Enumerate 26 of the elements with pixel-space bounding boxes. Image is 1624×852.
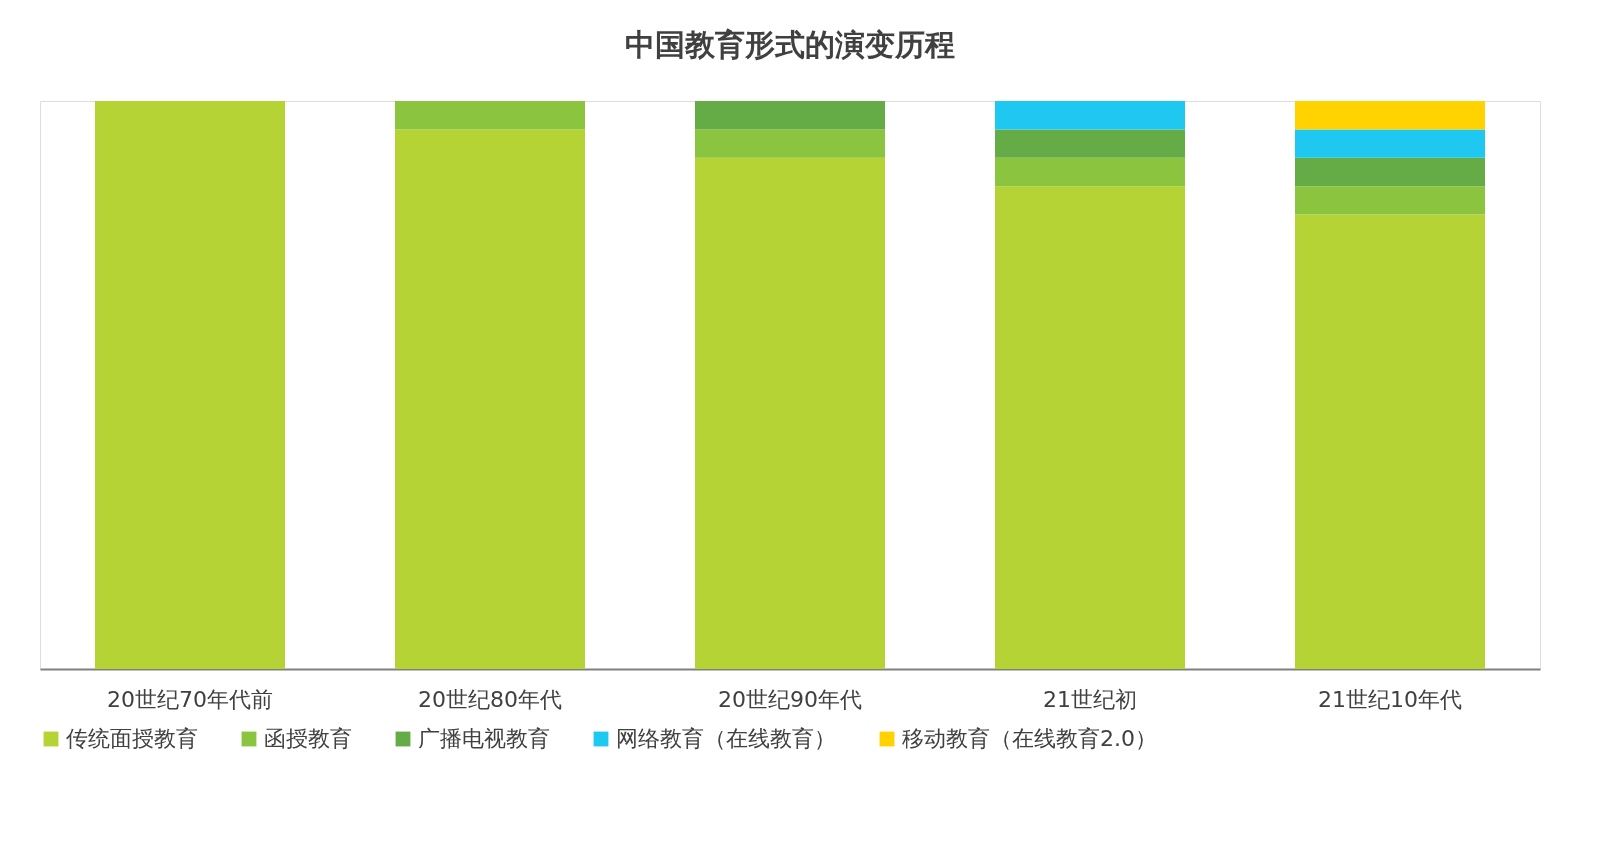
x-tick-label: 20世纪70年代前	[107, 686, 273, 712]
bar	[695, 129, 885, 158]
legend-label: 函授教育	[264, 726, 352, 751]
bar	[395, 129, 585, 669]
x-tick-label: 20世纪80年代	[418, 686, 562, 712]
legend-label: 网络教育（在线教育）	[616, 726, 836, 751]
x-tick-label: 20世纪90年代	[718, 686, 862, 712]
bar	[95, 101, 285, 669]
x-tick-label: 21世纪初	[1043, 686, 1137, 712]
legend-label: 广播电视教育	[418, 726, 550, 751]
bar	[695, 157, 885, 669]
bar	[995, 129, 1185, 158]
legend-label: 移动教育（在线教育2.0）	[902, 726, 1157, 751]
x-tick-label: 21世纪10年代	[1318, 686, 1462, 712]
bar	[1295, 129, 1485, 158]
bar	[995, 101, 1185, 130]
chart-title: 中国教育形式的演变历程	[625, 27, 955, 62]
bar	[995, 186, 1185, 669]
bar	[1295, 101, 1485, 130]
bar	[1295, 186, 1485, 215]
legend-label: 传统面授教育	[66, 726, 198, 751]
bar	[995, 157, 1185, 187]
bar	[695, 101, 885, 130]
bar	[1295, 157, 1485, 187]
bar	[1295, 214, 1485, 669]
bar	[395, 101, 585, 130]
